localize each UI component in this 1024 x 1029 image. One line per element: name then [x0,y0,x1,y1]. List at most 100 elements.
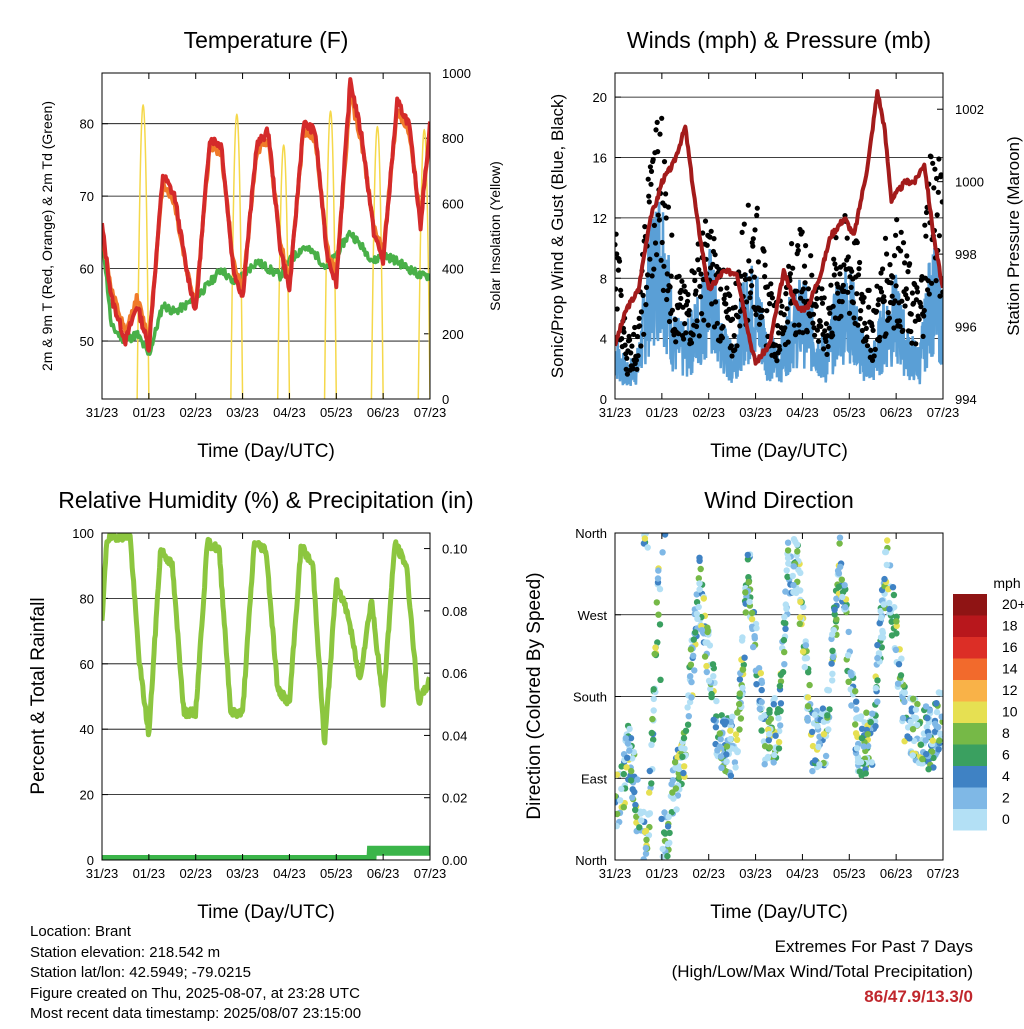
direction-point [650,695,657,703]
gust-point [618,292,624,298]
direction-point [732,731,740,738]
dewpoint-line [102,229,430,356]
direction-point [898,655,905,662]
gust-point [648,168,655,174]
gust-point [808,253,814,259]
panel-title: Winds (mph) & Pressure (mb) [627,27,931,53]
plot-frame [101,532,431,861]
direction-point [658,815,665,823]
direction-point [790,581,797,589]
y-tick-label: 16 [593,151,607,166]
direction-point [899,714,907,722]
solar-insolation-line [417,129,430,399]
gust-point [907,261,913,267]
direction-point [907,718,914,725]
gust-point [831,256,837,262]
gust-point [777,347,783,353]
gust-point [696,333,702,339]
direction-point [928,748,936,755]
gust-point [735,314,741,320]
direction-point [687,646,695,653]
gust-point [838,313,844,319]
gust-point [823,338,829,344]
gust-point [826,325,832,331]
gust-point [859,327,866,334]
y2-tick-label: 0.08 [442,604,467,619]
temperature-plot-area [102,77,430,399]
gust-point [908,311,914,317]
direction-point [919,755,926,763]
gust-point [814,327,821,333]
direction-point [862,770,869,777]
legend-swatch [953,809,987,831]
direction-point [615,822,620,830]
direction-point [671,759,679,766]
legend-swatch [953,766,987,788]
direction-point [675,770,682,777]
y-tick-label: 50 [80,334,94,349]
gust-point [745,202,751,208]
station-info: Location: Brant Station elevation: 218.5… [30,922,361,1025]
direction-point [745,578,752,586]
gust-point [681,336,687,342]
direction-point [897,672,905,679]
direction-point [852,730,860,737]
direction-point [932,720,939,727]
direction-point [723,743,731,750]
direction-point [718,764,725,771]
gust-point [893,232,899,238]
direction-point [904,733,911,740]
direction-point [933,700,940,707]
x-tick-label: 03/23 [226,405,259,420]
direction-point [659,549,666,556]
direction-point [829,653,837,661]
gust-point [850,300,857,306]
direction-point [617,797,624,804]
gust-point [742,276,749,283]
direction-point [674,792,682,799]
gust-point [815,338,822,344]
gust-point [643,302,649,308]
created-text: Figure created on Thu, 2025-08-07, at 23… [30,984,360,1002]
direction-point [812,757,819,764]
direction-point [829,677,836,684]
gust-point [678,295,684,301]
direction-point [690,652,697,659]
direction-point [736,676,744,683]
direction-point [655,567,662,574]
gust-point [714,320,720,326]
gust-point [622,342,628,348]
gust-point [827,310,833,316]
direction-point [814,723,821,730]
direction-point [640,856,647,860]
y2-tick-label: 0.02 [442,791,467,806]
gust-point [849,268,855,274]
panel-title: Wind Direction [704,487,854,513]
gust-point [824,333,831,339]
direction-point [710,716,717,723]
direction-point [822,752,830,760]
direction-point [654,639,661,646]
gust-point [623,366,629,372]
gust-point [936,233,943,239]
direction-point [678,744,685,752]
x-tick-label: 02/23 [179,866,212,881]
direction-point [746,598,753,605]
gust-point [738,273,744,279]
gust-point [916,316,922,322]
direction-point [716,743,724,750]
x-tick-label: 04/23 [786,866,819,881]
gust-point [711,324,718,330]
direction-point [650,686,657,693]
location-text: Location: Brant [30,923,131,940]
gust-point [619,336,625,342]
direction-point [853,715,860,722]
gust-point [749,283,755,289]
direction-point [650,707,657,714]
direction-point [688,694,695,701]
gust-point [888,280,894,286]
y2-tick-label: 800 [442,131,464,146]
direction-point [863,709,870,716]
gust-point [869,323,875,329]
direction-point [687,661,695,668]
